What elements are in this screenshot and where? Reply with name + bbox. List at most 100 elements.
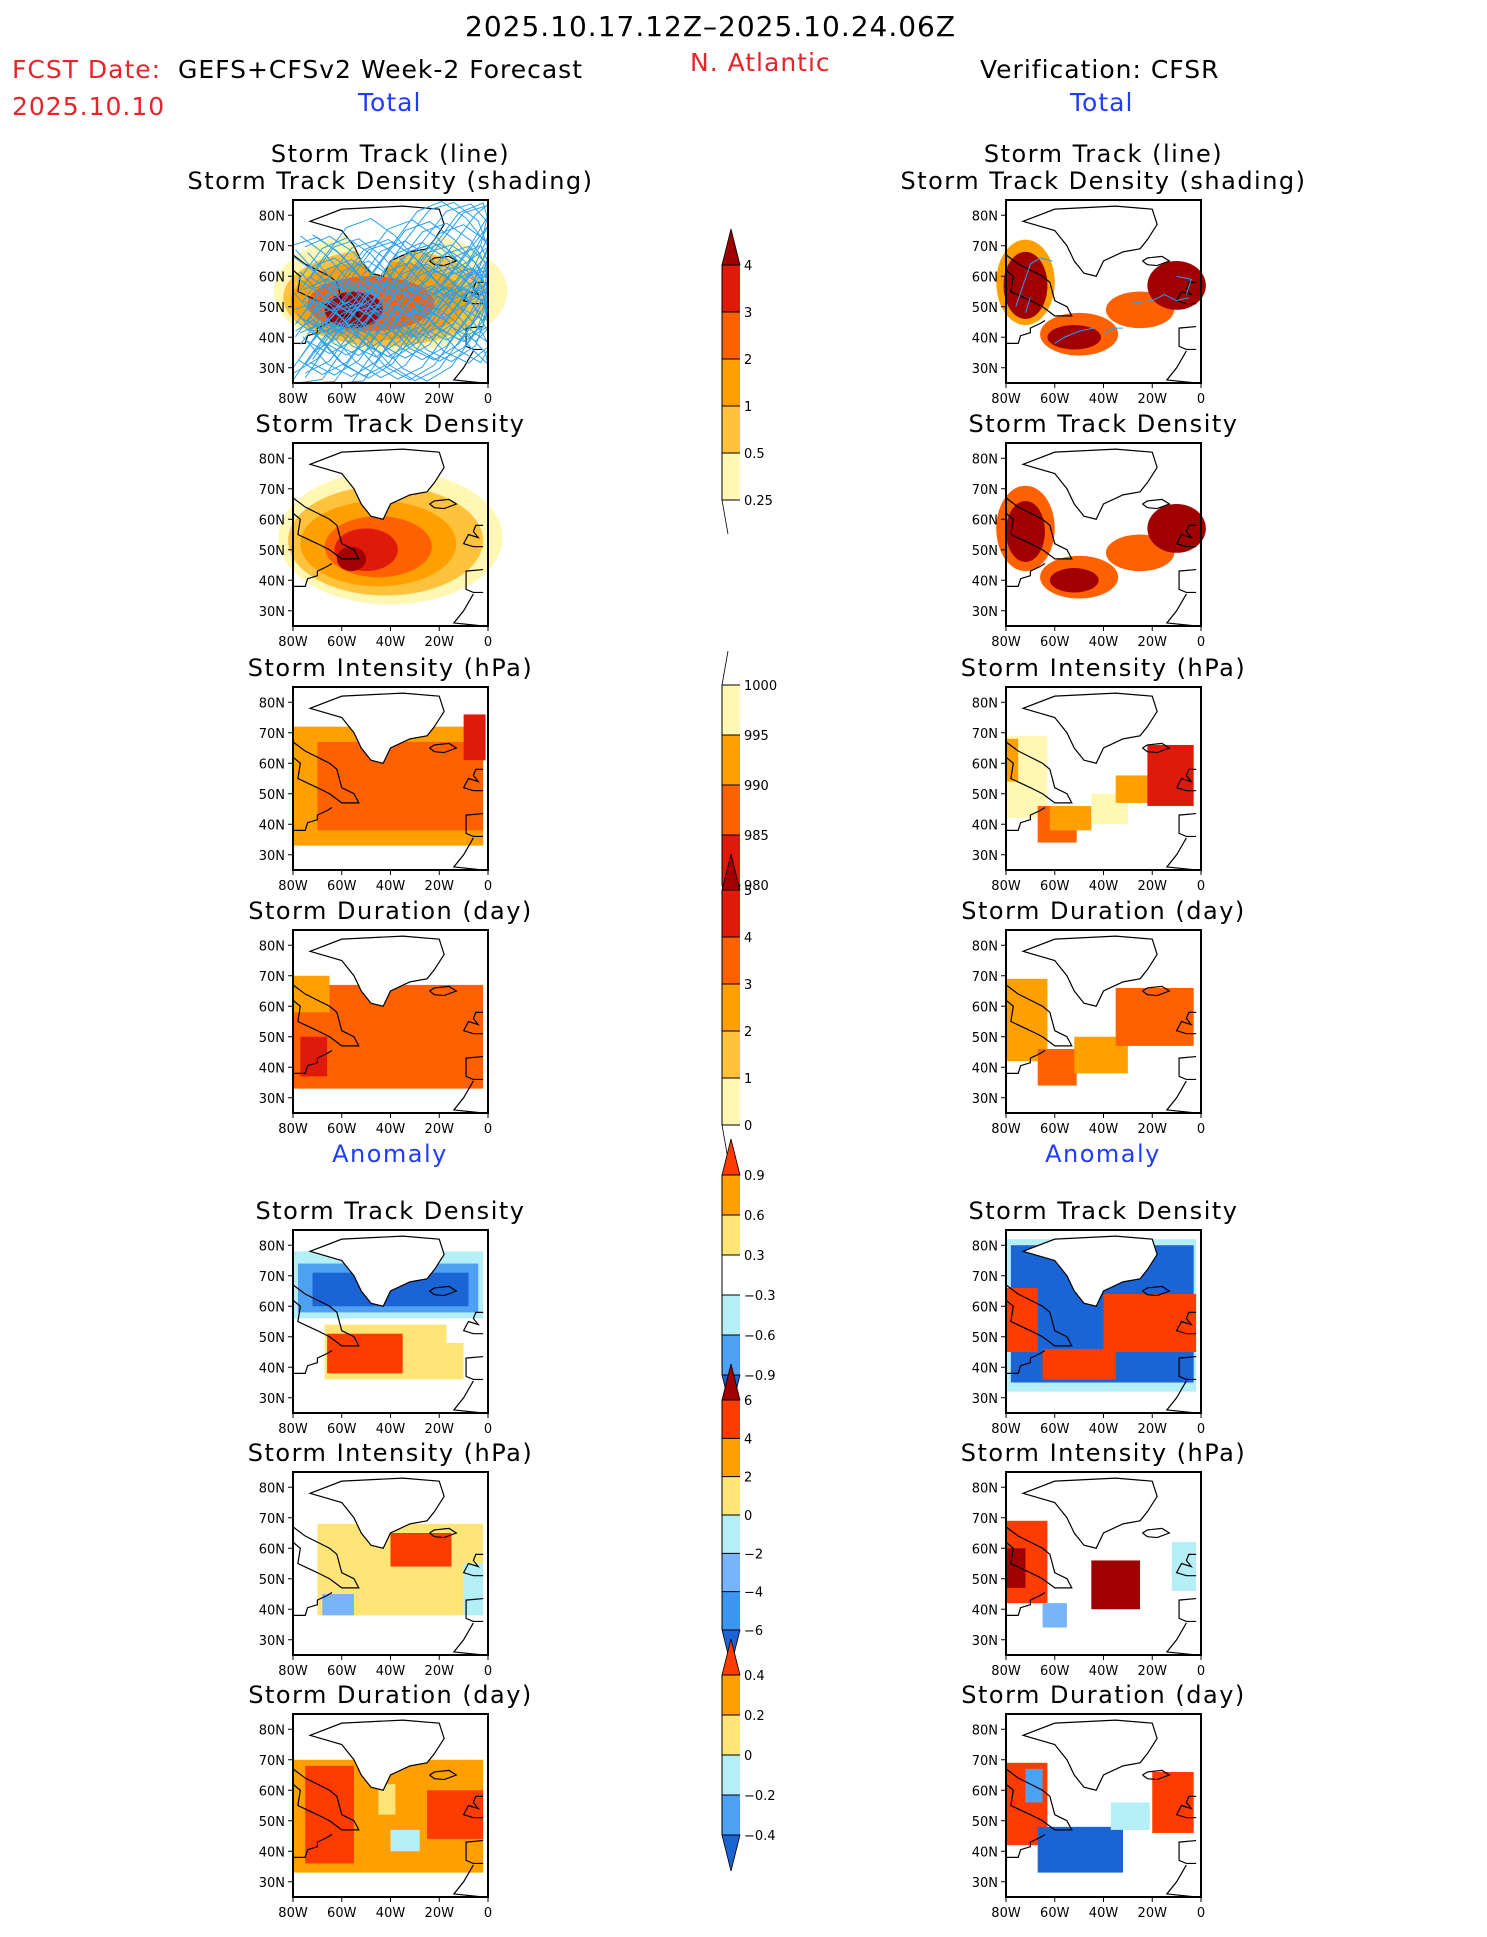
colorbar-label: 0.2	[744, 1709, 765, 1724]
colorbar-segment	[722, 1755, 740, 1795]
colorbar-top-arrow	[721, 1138, 741, 1176]
storm-track-line	[292, 204, 489, 295]
storm-track-line	[297, 265, 489, 356]
y-tick-label: 30N	[259, 1876, 285, 1891]
storm-track-line	[304, 304, 489, 379]
storm-track-line	[1054, 327, 1094, 344]
x-tick-label: 80W	[991, 392, 1021, 407]
colorbar-bottom-lead	[721, 499, 729, 535]
map-fcst-anom-intensity: 80N 70N 60N 50N 40N 30N 80W 60W 40W 20W 0	[259, 1471, 492, 1679]
anomaly-cell	[1091, 1560, 1141, 1610]
colorbar-label: 985	[744, 829, 769, 844]
colorbar-segment	[722, 1553, 740, 1592]
map-fcst-anom-density: 80N 70N 60N 50N 40N 30N 80W 60W 40W 20W 0	[259, 1229, 492, 1437]
colorbar-segment	[722, 1476, 740, 1515]
north-america-coastline	[1005, 254, 1073, 317]
storm-track-line	[312, 202, 489, 294]
y-tick-label: 40N	[259, 818, 285, 833]
storm-track-line	[292, 283, 489, 374]
colorbar-segment	[722, 1438, 740, 1477]
europe-coastline	[1175, 768, 1197, 792]
africa-coastline	[452, 1864, 484, 1898]
iberia-coastline	[1178, 568, 1197, 594]
y-tick-label: 70N	[972, 483, 998, 498]
y-tick-label: 40N	[972, 1361, 998, 1376]
colorbar-segment	[722, 1715, 740, 1755]
total-label-left: Total	[358, 88, 422, 117]
anomaly-cell	[1042, 1603, 1067, 1628]
europe-coastline	[1175, 1311, 1197, 1335]
x-tick-label: 20W	[1138, 1122, 1168, 1137]
y-tick-label: 80N	[972, 209, 998, 224]
colorbar-segment	[722, 1591, 740, 1630]
x-tick-label: 80W	[278, 879, 308, 894]
y-tick-label: 80N	[972, 1239, 998, 1254]
y-tick-label: 50N	[972, 301, 998, 316]
y-tick-label: 30N	[259, 849, 285, 864]
colorbar-segment	[722, 1255, 740, 1295]
y-tick-label: 80N	[972, 452, 998, 467]
greenland-coastline	[1021, 448, 1158, 520]
y-tick-label: 60N	[259, 1300, 285, 1315]
colorbar-label: 6	[744, 1394, 752, 1409]
y-tick-label: 60N	[259, 1542, 285, 1557]
panel-title: Storm Duration (day)	[961, 897, 1246, 925]
y-tick-label: 30N	[972, 605, 998, 620]
map-fcst-total-intensity: 80N 70N 60N 50N 40N 30N 80W 60W 40W 20W 0	[259, 686, 492, 894]
north-america-coastline	[1005, 984, 1073, 1047]
colorbar-label: 4	[744, 1432, 752, 1447]
x-tick-label: 20W	[1138, 1422, 1168, 1437]
africa-coastline	[1165, 1080, 1197, 1114]
colorbar-segment	[722, 1215, 740, 1255]
fcst-date: 2025.10.10	[12, 92, 166, 121]
colorbar-label: 0	[744, 1749, 752, 1764]
x-tick-label: 0	[1197, 1422, 1205, 1437]
iberia-coastline	[1178, 325, 1197, 351]
us-coastline	[1006, 319, 1046, 344]
storm-track-line	[312, 290, 489, 381]
storm-track-line	[300, 241, 489, 333]
y-tick-label: 40N	[972, 331, 998, 346]
colorbar-density-anom-scale: −0.9 −0.6 −0.3 0.3 0.6 0.9	[721, 1138, 776, 1412]
colorbar-label: −0.2	[744, 1789, 776, 1804]
us-coastline	[293, 806, 333, 831]
iberia-coastline	[465, 1055, 484, 1081]
greenland-coastline	[1021, 935, 1158, 1007]
y-tick-label: 50N	[259, 788, 285, 803]
north-america-coastline	[1005, 1768, 1073, 1831]
x-tick-label: 0	[484, 1122, 492, 1137]
anomaly-cell	[1037, 1826, 1123, 1873]
y-tick-label: 30N	[972, 849, 998, 864]
x-tick-label: 0	[484, 1906, 492, 1921]
europe-coastline	[462, 1311, 484, 1335]
greenland-coastline	[1021, 205, 1158, 277]
x-tick-label: 20W	[425, 1122, 455, 1137]
us-coastline	[1006, 1591, 1046, 1616]
europe-coastline	[1175, 524, 1197, 548]
colorbar-label: 1000	[744, 679, 777, 694]
panel-title: Storm Intensity (hPa)	[247, 1439, 534, 1467]
storm-track-line	[299, 222, 489, 314]
storm-track-line	[1176, 275, 1192, 295]
colorbar-label: −0.9	[744, 1369, 776, 1384]
panel-title: Storm Track Density	[968, 410, 1239, 438]
colorbar-top-lead	[721, 650, 729, 686]
x-tick-label: 80W	[991, 1422, 1021, 1437]
map-fcst-total-track: 80N 70N 60N 50N 40N 30N 80W 60W 40W 20W 0	[259, 199, 508, 407]
y-tick-label: 70N	[972, 1512, 998, 1527]
north-america-coastline	[292, 1526, 360, 1589]
colorbar-top-arrow	[721, 1363, 741, 1401]
x-tick-label: 0	[1197, 392, 1205, 407]
y-tick-label: 80N	[259, 209, 285, 224]
greenland-coastline	[1021, 1235, 1158, 1307]
storm-track-line	[1127, 293, 1189, 305]
y-tick-label: 40N	[972, 1061, 998, 1076]
storm-track-line	[300, 203, 489, 294]
storm-track-line	[302, 267, 489, 358]
x-tick-label: 60W	[327, 1664, 357, 1679]
storm-track-line	[302, 239, 489, 315]
y-tick-label: 30N	[972, 1634, 998, 1649]
y-tick-label: 40N	[972, 574, 998, 589]
storm-track-line	[297, 305, 489, 384]
anomaly-cell	[1171, 1542, 1197, 1591]
